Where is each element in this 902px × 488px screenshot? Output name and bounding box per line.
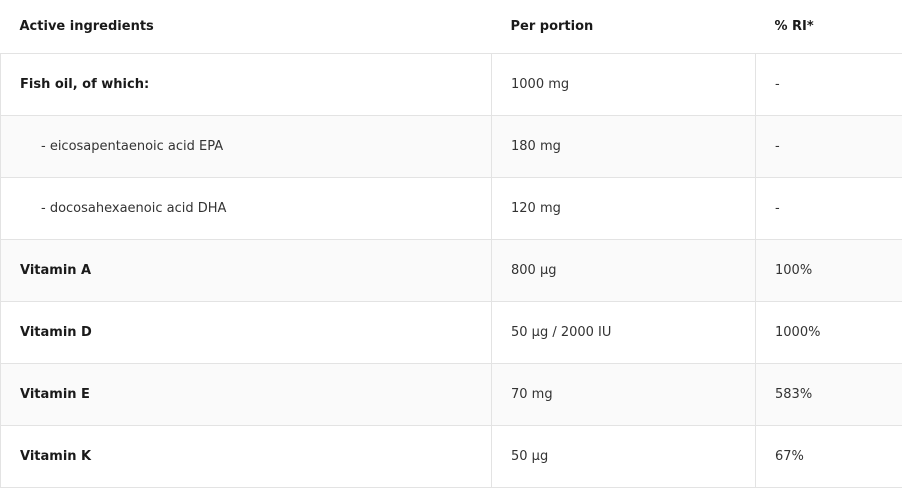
ri-percent: 100% [756, 240, 902, 302]
header-row: Active ingredients Per portion % RI* [1, 0, 902, 54]
per-portion: 800 µg [492, 240, 756, 302]
ri-percent: - [756, 178, 902, 240]
ingredient-name: - docosahexaenoic acid DHA [1, 178, 492, 240]
ri-percent: 67% [756, 426, 902, 488]
ri-percent: - [756, 116, 902, 178]
table-row: Fish oil, of which: 1000 mg - [1, 54, 902, 116]
table-row: Vitamin K 50 µg 67% [1, 426, 902, 488]
per-portion: 70 mg [492, 364, 756, 426]
header-active-ingredients: Active ingredients [1, 0, 492, 54]
ri-percent: 1000% [756, 302, 902, 364]
ingredient-name: Vitamin K [1, 426, 492, 488]
ingredient-name: Vitamin E [1, 364, 492, 426]
table-row: Vitamin D 50 µg / 2000 IU 1000% [1, 302, 902, 364]
table-row: Vitamin E 70 mg 583% [1, 364, 902, 426]
per-portion: 50 µg [492, 426, 756, 488]
table-row: - docosahexaenoic acid DHA 120 mg - [1, 178, 902, 240]
per-portion: 50 µg / 2000 IU [492, 302, 756, 364]
table-row: - eicosapentaenoic acid EPA 180 mg - [1, 116, 902, 178]
ingredient-name: - eicosapentaenoic acid EPA [1, 116, 492, 178]
ingredient-name: Fish oil, of which: [1, 54, 492, 116]
ingredient-name: Vitamin A [1, 240, 492, 302]
ri-percent: - [756, 54, 902, 116]
header-per-portion: Per portion [492, 0, 756, 54]
table-row: Vitamin A 800 µg 100% [1, 240, 902, 302]
ingredient-name: Vitamin D [1, 302, 492, 364]
header-ri: % RI* [756, 0, 902, 54]
per-portion: 120 mg [492, 178, 756, 240]
per-portion: 180 mg [492, 116, 756, 178]
per-portion: 1000 mg [492, 54, 756, 116]
ri-percent: 583% [756, 364, 902, 426]
